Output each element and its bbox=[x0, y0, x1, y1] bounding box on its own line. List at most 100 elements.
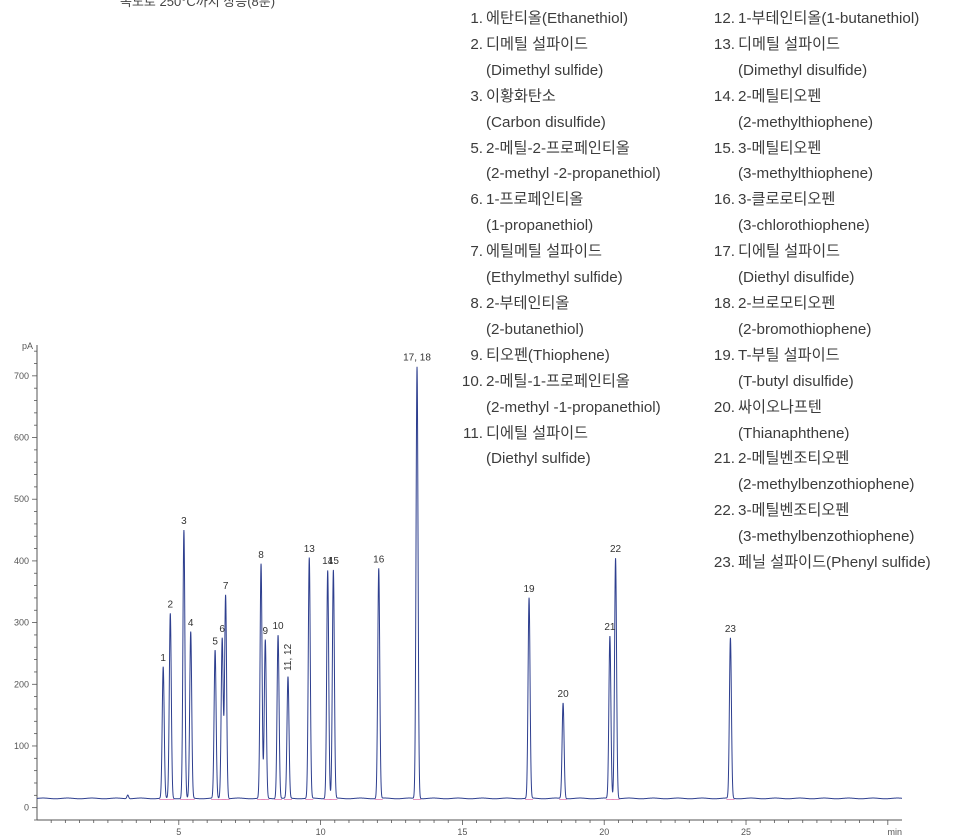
peak-label: 14 bbox=[322, 556, 334, 567]
top-note: 속도로 250°C까지 상승(8분) bbox=[120, 0, 276, 9]
legend-entry-name: 2-메틸티오펜 bbox=[738, 87, 822, 105]
legend-entry-name: 3-메틸벤조티오펜 bbox=[738, 502, 850, 520]
peak-label: 9 bbox=[263, 626, 269, 637]
y-axis-label: pA bbox=[22, 341, 33, 351]
legend-entry-name: 에틸메틸 설파이드 bbox=[486, 243, 602, 261]
x-tick-label: 20 bbox=[599, 827, 609, 837]
legend-entry-number: 23. bbox=[713, 554, 735, 572]
x-tick-label: 10 bbox=[316, 827, 326, 837]
y-tick-label: 500 bbox=[14, 494, 29, 504]
peak-label: 16 bbox=[373, 554, 385, 565]
legend-entry-number: 12. bbox=[713, 10, 735, 27]
legend-entry: 11. 디에틸 설파이드 (Diethyl sulfide) bbox=[455, 421, 661, 473]
legend-entry-number: 10. bbox=[461, 372, 483, 390]
legend-entry-number: 7. bbox=[470, 243, 483, 261]
peak-label: 2 bbox=[168, 599, 174, 610]
legend-entry-name: 2-메틸벤조티오펜 bbox=[738, 450, 850, 468]
chromatogram-trace bbox=[36, 366, 903, 800]
legend-entry-number: 2. bbox=[470, 35, 483, 53]
x-tick-label: 25 bbox=[741, 827, 751, 837]
legend-entry: 10. 2-메틸-1-프로페인티올 (2-methyl -1-propanethio… bbox=[455, 369, 661, 421]
y-tick-label: 200 bbox=[14, 679, 29, 689]
legend-entry-number: 15. bbox=[713, 139, 735, 157]
legend-entry: 3. 이황화탄소 (Carbon disulfide) bbox=[455, 84, 661, 136]
legend-entry-number: 19. bbox=[713, 346, 735, 364]
legend-entry-english-name: (2-methylthiophene) bbox=[738, 113, 874, 131]
y-tick-label: 400 bbox=[14, 556, 29, 566]
legend-entry-english-name: (2-methyl -2-propanethiol) bbox=[486, 165, 661, 183]
legend-entry-english-name: (Thianaphthene) bbox=[738, 424, 850, 442]
legend-entry-name: 3-클로로티오펜 bbox=[738, 191, 836, 209]
peak-label: 19 bbox=[523, 584, 535, 595]
legend-entry-name: 3-메틸티오펜 bbox=[738, 139, 822, 157]
legend-column-2: 12. 1-부테인티올(1-butanethiol) 13. 디메틸 설파이드 (Dim… bbox=[707, 6, 931, 576]
legend-entry-name: 싸이오나프텐 bbox=[738, 398, 822, 416]
legend-entry-number: 20. bbox=[713, 398, 735, 416]
legend-entry: 9. 티오펜(Thiophene) bbox=[455, 343, 661, 369]
legend-entry-english-name: (2-methylbenzothiophene) bbox=[738, 476, 915, 494]
legend-entry-number: 16. bbox=[713, 191, 735, 209]
legend-entry-name: 1-부테인티올(1-butanethiol) bbox=[738, 10, 920, 27]
y-tick-label: 100 bbox=[14, 741, 29, 751]
y-tick-label: 0 bbox=[24, 803, 29, 813]
legend-entry-english-name: (Diethyl disulfide) bbox=[738, 269, 855, 287]
legend-entry: 22. 3-메틸벤조티오펜 (3-methylbenzothiophene) bbox=[707, 498, 931, 550]
legend-entry-english-name: (Dimethyl disulfide) bbox=[738, 61, 868, 79]
peak-label: 22 bbox=[610, 544, 622, 555]
peak-label: 11, 12 bbox=[283, 643, 294, 670]
legend-entry-number: 13. bbox=[713, 35, 735, 53]
legend-entry-number: 14. bbox=[713, 87, 735, 105]
legend-entry-name: 디에틸 설파이드 bbox=[738, 243, 841, 261]
legend-entry-name: 2-부테인티올 bbox=[486, 294, 570, 312]
peak-label: 6 bbox=[219, 624, 225, 635]
legend-entry: 16. 3-클로로티오펜 (3-chlorothiophene) bbox=[707, 187, 931, 239]
legend-entry-english-name: (Diethyl sulfide) bbox=[486, 450, 591, 468]
legend-entry-name: 2-메틸-2-프로페인티올 bbox=[486, 139, 630, 157]
legend-entry-english-name: (Dimethyl sulfide) bbox=[486, 61, 604, 79]
legend-entry-name: 디메틸 설파이드 bbox=[486, 35, 589, 53]
legend-entry-number: 5. bbox=[470, 139, 483, 157]
legend-entry: 2. 디메틸 설파이드 (Dimethyl sulfide) bbox=[455, 32, 661, 84]
legend-entry-english-name: (T-butyl disulfide) bbox=[738, 372, 854, 390]
legend-entry-name: 에탄티올(Ethanethiol) bbox=[486, 10, 629, 27]
legend-entry-name: 이황화탄소 bbox=[486, 87, 556, 105]
peak-label: 4 bbox=[188, 618, 194, 629]
peak-label: 5 bbox=[212, 636, 218, 647]
legend-entry: 13. 디메틸 설파이드 (Dimethyl disulfide) bbox=[707, 32, 931, 84]
legend-entry-name: 티오펜(Thiophene) bbox=[486, 346, 610, 364]
peak-label: 3 bbox=[181, 516, 187, 527]
legend-entry-number: 9. bbox=[470, 346, 483, 364]
x-tick-label: 15 bbox=[457, 827, 467, 837]
legend-entry-name: 2-메틸-1-프로페인티올 bbox=[486, 372, 630, 390]
legend-entry-english-name: (Carbon disulfide) bbox=[486, 113, 606, 131]
x-tick-label: 5 bbox=[176, 827, 181, 837]
legend-entry-english-name: (3-methylthiophene) bbox=[738, 165, 874, 183]
legend-entry-number: 22. bbox=[713, 502, 735, 520]
legend-entry-number: 17. bbox=[713, 243, 735, 261]
peak-label: 10 bbox=[273, 621, 285, 632]
peak-label: 21 bbox=[604, 622, 616, 633]
legend-entry: 23. 페닐 설파이드(Phenyl sulfide) bbox=[707, 550, 931, 576]
legend-column-1: 1. 에탄티올(Ethanethiol) 2. 디메틸 설파이드 (Dimethyl s… bbox=[455, 6, 661, 472]
legend-entry-english-name: (3-methylbenzothiophene) bbox=[738, 528, 915, 546]
peak-label: 8 bbox=[258, 550, 264, 561]
legend-entry-english-name: (2-butanethiol) bbox=[486, 320, 584, 338]
legend-entry-english-name: (1-propanethiol) bbox=[486, 217, 594, 235]
legend-entry: 14. 2-메틸티오펜 (2-methylthiophene) bbox=[707, 84, 931, 136]
legend-entry-number: 18. bbox=[713, 294, 735, 312]
x-axis-label: min bbox=[887, 827, 902, 837]
peak-label: 20 bbox=[558, 689, 570, 700]
legend-entry: 12. 1-부테인티올(1-butanethiol) bbox=[707, 6, 931, 32]
legend-entry: 5. 2-메틸-2-프로페인티올 (2-methyl -2-propanethiol… bbox=[455, 136, 661, 188]
peak-label: 23 bbox=[725, 624, 737, 635]
legend-entry: 21. 2-메틸벤조티오펜 (2-methylbenzothiophene) bbox=[707, 446, 931, 498]
legend-entry-name: 디에틸 설파이드 bbox=[486, 424, 589, 442]
peak-label: 15 bbox=[328, 556, 340, 567]
legend-entry: 8. 2-부테인티올 (2-butanethiol) bbox=[455, 291, 661, 343]
legend-entry: 20. 싸이오나프텐 (Thianaphthene) bbox=[707, 395, 931, 447]
legend-entry: 6. 1-프로페인티올 (1-propanethiol) bbox=[455, 187, 661, 239]
legend-entry-number: 1. bbox=[470, 10, 483, 27]
peak-label: 13 bbox=[304, 544, 316, 555]
peak-label: 7 bbox=[223, 581, 229, 592]
